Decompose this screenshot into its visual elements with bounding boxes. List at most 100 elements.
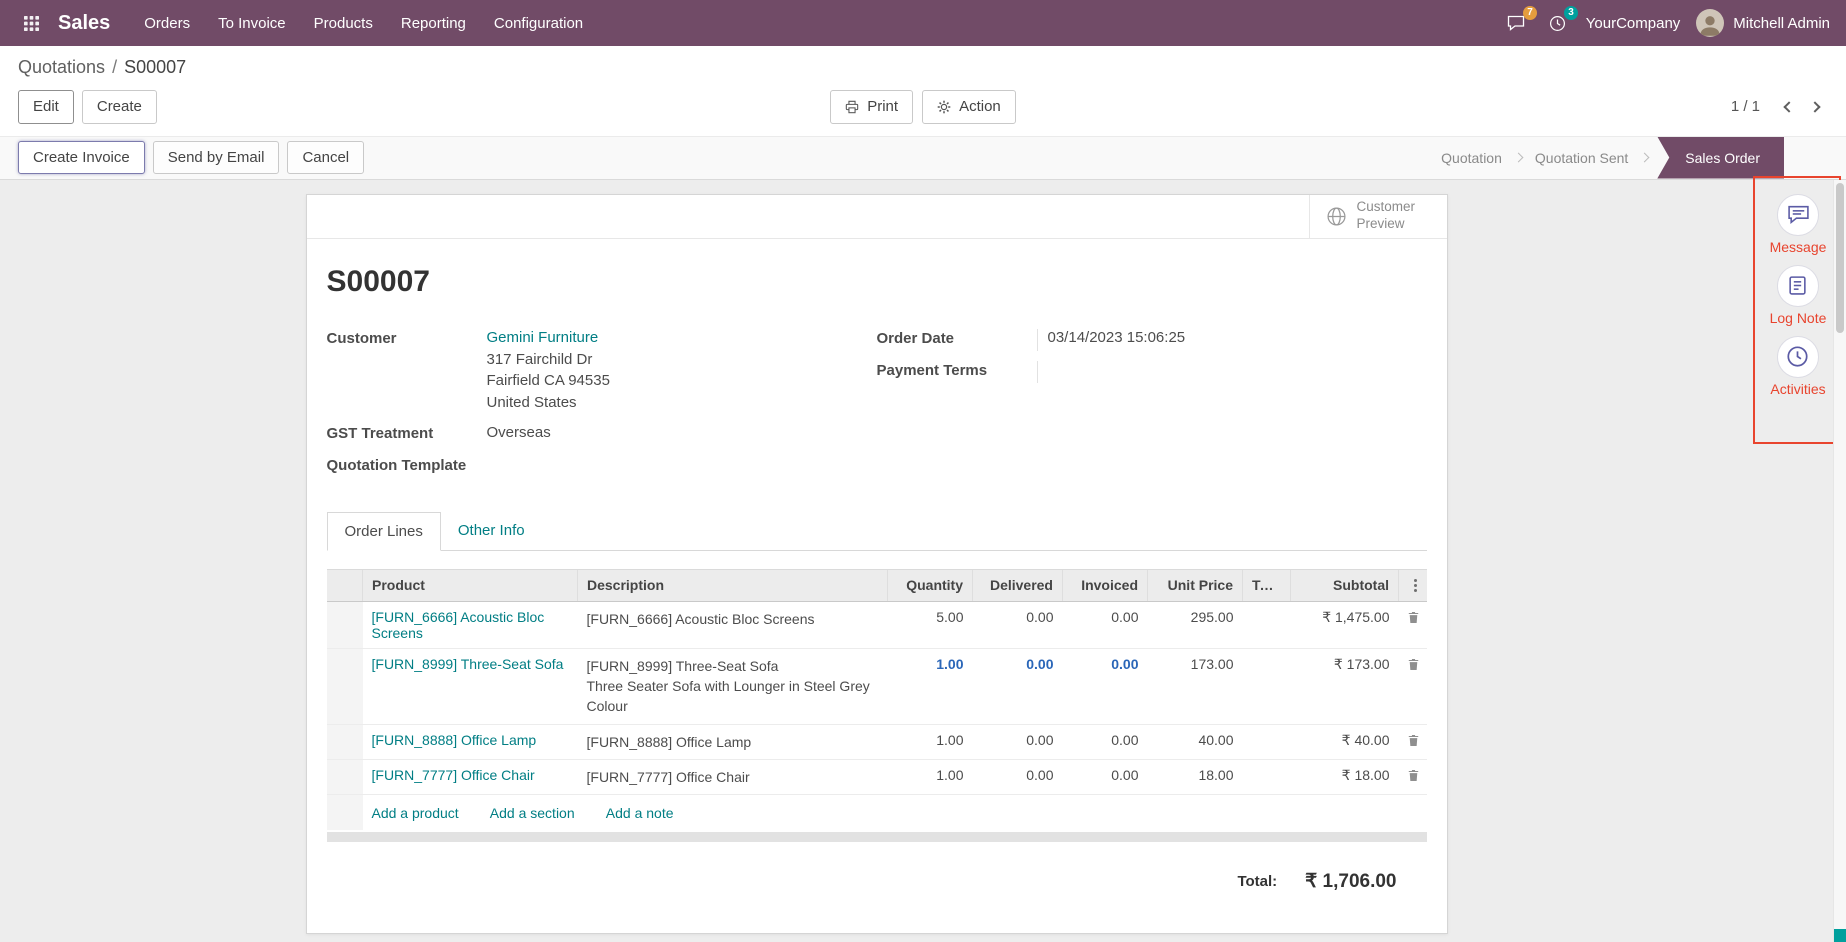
add-section-link[interactable]: Add a section <box>489 805 575 822</box>
description-text[interactable]: [FURN_8888] Office Lamp <box>586 733 752 750</box>
row-drag-handle[interactable] <box>326 724 363 760</box>
col-taxes[interactable]: Tax... <box>1242 568 1291 602</box>
invoiced-cell[interactable]: 0.00 <box>1062 648 1148 725</box>
send-message-button[interactable]: Message <box>1770 193 1826 255</box>
pager-previous-button[interactable] <box>1776 94 1802 119</box>
col-invoiced[interactable]: Invoiced <box>1062 568 1148 602</box>
description-text[interactable]: Three Seater Sofa with Lounger in Steel … <box>586 678 870 715</box>
delivered-cell[interactable]: 0.00 <box>972 724 1063 760</box>
create-invoice-button[interactable]: Create Invoice <box>18 140 145 175</box>
taxes-cell[interactable] <box>1242 601 1291 649</box>
col-quantity[interactable]: Quantity <box>887 568 973 602</box>
product-link[interactable]: [FURN_8888] Office Lamp <box>371 731 537 748</box>
optional-columns-icon[interactable] <box>1413 577 1418 594</box>
invoiced-cell[interactable]: 0.00 <box>1062 759 1148 796</box>
product-link[interactable]: [FURN_7777] Office Chair <box>371 766 535 783</box>
taxes-cell[interactable] <box>1242 724 1291 760</box>
quantity-cell[interactable]: 1.00 <box>887 759 973 796</box>
state-sales-order[interactable]: Sales Order <box>1657 136 1784 179</box>
order-line-row[interactable]: [FURN_6666] Acoustic Bloc Screens [FURN_… <box>326 601 1427 649</box>
delete-line-icon[interactable] <box>1408 656 1419 671</box>
print-button[interactable]: Print <box>830 90 914 124</box>
state-quotation-sent[interactable]: Quotation Sent <box>1534 149 1629 166</box>
send-by-email-button[interactable]: Send by Email <box>152 140 280 175</box>
order-date-value: 03/14/2023 15:06:25 <box>1036 328 1427 351</box>
add-note-link[interactable]: Add a note <box>605 805 674 822</box>
product-link[interactable]: [FURN_8999] Three-Seat Sofa <box>371 655 564 672</box>
row-drag-handle[interactable] <box>326 601 363 649</box>
order-line-row[interactable]: [FURN_8999] Three-Seat Sofa [FURN_8999] … <box>326 648 1427 725</box>
customer-address: 317 Fairchild Dr Fairfield CA 94535 Unit… <box>487 349 877 414</box>
quantity-cell[interactable]: 1.00 <box>887 724 973 760</box>
chatter-sidebar: Message Log Note Activities <box>1753 175 1843 942</box>
breadcrumb-parent[interactable]: Quotations <box>18 57 106 77</box>
col-description[interactable]: Description <box>577 568 888 602</box>
pager-next-button[interactable] <box>1802 94 1828 119</box>
quantity-cell[interactable]: 1.00 <box>887 648 973 725</box>
delete-line-icon[interactable] <box>1408 732 1419 747</box>
edit-button[interactable]: Edit <box>18 90 74 124</box>
unit-price-cell[interactable]: 18.00 <box>1147 759 1243 796</box>
col-subtotal[interactable]: Subtotal <box>1290 568 1399 602</box>
cancel-button[interactable]: Cancel <box>287 140 365 175</box>
subtotal-cell[interactable]: ₹ 18.00 <box>1290 759 1399 796</box>
unit-price-cell[interactable]: 295.00 <box>1147 601 1243 649</box>
apps-menu-icon[interactable] <box>16 8 46 38</box>
pager-value[interactable]: 1 / 1 <box>1730 98 1760 116</box>
order-line-row[interactable]: [FURN_8888] Office Lamp [FURN_8888] Offi… <box>326 724 1427 760</box>
action-button[interactable]: Action <box>922 90 1016 124</box>
taxes-cell[interactable] <box>1242 759 1291 796</box>
chat-bubble-icon <box>1507 15 1524 31</box>
add-product-link[interactable]: Add a product <box>371 805 459 822</box>
subtotal-cell[interactable]: ₹ 173.00 <box>1290 648 1399 725</box>
delivered-cell[interactable]: 0.00 <box>972 648 1063 725</box>
unit-price-cell[interactable]: 173.00 <box>1147 648 1243 725</box>
subtotal-cell[interactable]: ₹ 40.00 <box>1290 724 1399 760</box>
company-switcher[interactable]: YourCompany <box>1585 14 1681 32</box>
menu-products[interactable]: Products <box>313 14 373 32</box>
description-text[interactable]: [FURN_6666] Acoustic Bloc Screens <box>586 610 815 627</box>
create-button[interactable]: Create <box>81 90 157 124</box>
tab-other-info[interactable]: Other Info <box>457 521 525 539</box>
customer-preview-button[interactable]: Customer Preview <box>1308 194 1447 238</box>
customer-field: Customer Gemini Furniture 317 Fairchild … <box>327 329 877 414</box>
delivered-cell[interactable]: 0.00 <box>972 759 1063 796</box>
scrollbar-thumb[interactable] <box>1836 182 1844 333</box>
address-line: Fairfield CA 94535 <box>486 372 610 390</box>
table-horizontal-scrollbar[interactable] <box>326 832 1427 843</box>
activities-button[interactable]: Activities <box>1770 335 1826 397</box>
description-text[interactable]: [FURN_7777] Office Chair <box>586 768 750 785</box>
subtotal-cell[interactable]: ₹ 1,475.00 <box>1290 601 1399 649</box>
menu-to-invoice[interactable]: To Invoice <box>218 14 286 32</box>
menu-configuration[interactable]: Configuration <box>493 14 584 32</box>
customer-link[interactable]: Gemini Furniture <box>486 328 599 346</box>
page-scrollbar[interactable] <box>1833 179 1846 942</box>
user-menu[interactable]: Mitchell Admin <box>1696 9 1830 37</box>
menu-orders[interactable]: Orders <box>144 14 191 32</box>
menu-reporting[interactable]: Reporting <box>400 14 466 32</box>
tab-order-lines[interactable]: Order Lines <box>326 511 441 551</box>
activities-menu-button[interactable]: 3 <box>1545 5 1578 36</box>
delivered-cell[interactable]: 0.00 <box>972 601 1063 649</box>
invoiced-cell[interactable]: 0.00 <box>1062 601 1148 649</box>
row-drag-handle[interactable] <box>326 648 363 725</box>
delete-line-icon[interactable] <box>1408 767 1419 782</box>
log-note-button[interactable]: Log Note <box>1770 264 1826 326</box>
messages-button[interactable]: 7 <box>1503 6 1537 35</box>
row-drag-handle[interactable] <box>326 759 363 796</box>
delete-line-icon[interactable] <box>1408 609 1419 624</box>
order-line-row[interactable]: [FURN_7777] Office Chair [FURN_7777] Off… <box>326 759 1427 796</box>
unit-price-cell[interactable]: 40.00 <box>1147 724 1243 760</box>
quantity-cell[interactable]: 5.00 <box>887 601 973 649</box>
state-quotation[interactable]: Quotation <box>1441 149 1502 166</box>
address-line: 317 Fairchild Dr <box>486 350 593 368</box>
invoiced-cell[interactable]: 0.00 <box>1062 724 1148 760</box>
col-product[interactable]: Product <box>362 568 578 602</box>
col-delivered[interactable]: Delivered <box>972 568 1063 602</box>
table-header-row: Product Description Quantity Delivered I… <box>326 568 1427 602</box>
app-name[interactable]: Sales <box>58 11 111 34</box>
description-text[interactable]: [FURN_8999] Three-Seat Sofa <box>586 657 779 674</box>
product-link[interactable]: [FURN_6666] Acoustic Bloc Screens <box>371 608 545 641</box>
col-unit-price[interactable]: Unit Price <box>1147 568 1243 602</box>
taxes-cell[interactable] <box>1242 648 1291 725</box>
